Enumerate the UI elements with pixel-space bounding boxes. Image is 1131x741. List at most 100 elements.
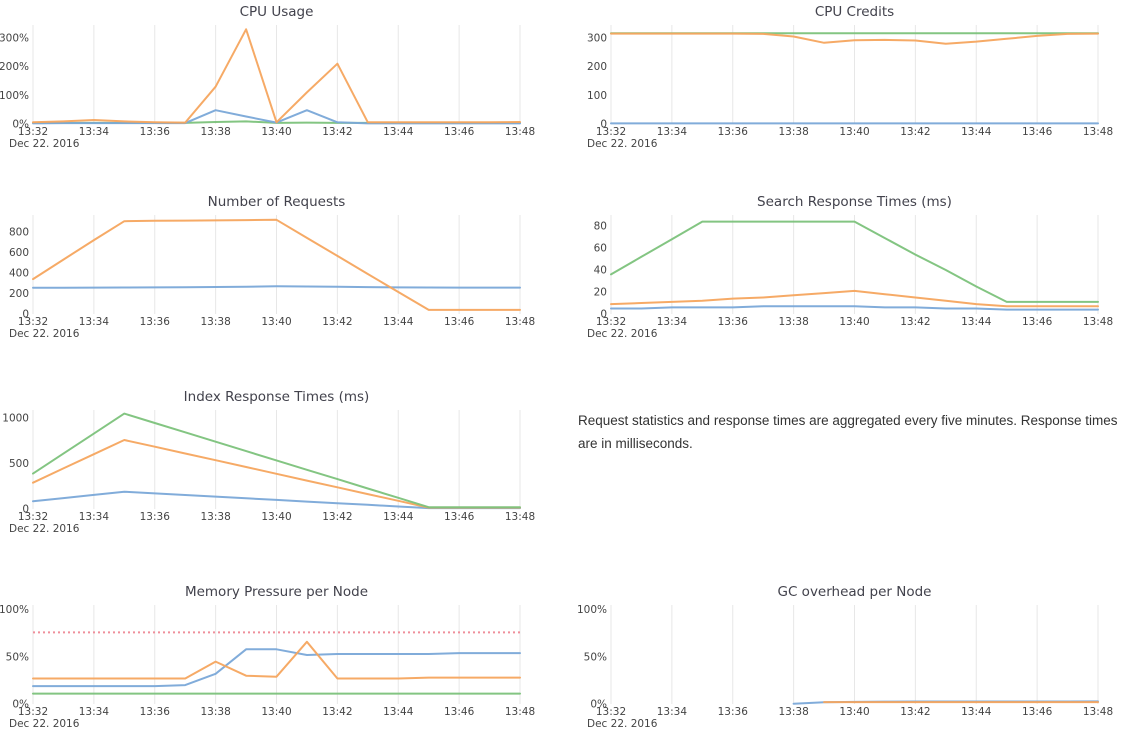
svg-text:13:36: 13:36 bbox=[140, 126, 171, 138]
svg-text:13:48: 13:48 bbox=[1083, 316, 1113, 328]
svg-text:13:40: 13:40 bbox=[261, 126, 291, 138]
number-of-requests-plot-area[interactable]: 13:32 13:34 13:36 13:38 13:40 13:42 13:44 13:46… bbox=[0, 190, 560, 350]
svg-text:13:44: 13:44 bbox=[961, 126, 992, 138]
svg-text:100%: 100% bbox=[0, 604, 29, 616]
svg-text:0: 0 bbox=[600, 309, 607, 321]
svg-text:13:40: 13:40 bbox=[261, 511, 291, 523]
svg-text:13:36: 13:36 bbox=[140, 706, 171, 718]
svg-text:300%: 300% bbox=[0, 32, 29, 44]
svg-text:13:38: 13:38 bbox=[200, 316, 230, 328]
svg-text:800: 800 bbox=[9, 226, 29, 238]
chart-title: Number of Requests bbox=[207, 194, 346, 210]
svg-text:0: 0 bbox=[22, 504, 29, 516]
svg-text:13:46: 13:46 bbox=[1022, 316, 1053, 328]
chart-number-of-requests: Number of Requests 13:32 13:34 13:36 13:38 1… bbox=[0, 190, 560, 350]
svg-text:13:46: 13:46 bbox=[444, 706, 475, 718]
svg-text:0%: 0% bbox=[12, 699, 29, 711]
svg-text:13:42: 13:42 bbox=[900, 126, 930, 138]
svg-text:20: 20 bbox=[594, 287, 607, 299]
svg-text:13:38: 13:38 bbox=[778, 126, 808, 138]
svg-text:600: 600 bbox=[9, 247, 29, 259]
gc-overhead-plot-area[interactable]: 13:32 13:34 13:36 13:38 13:40 13:42 13:44 13:46… bbox=[577, 580, 1131, 740]
svg-text:50%: 50% bbox=[584, 651, 607, 663]
svg-text:13:34: 13:34 bbox=[657, 706, 688, 718]
svg-text:13:34: 13:34 bbox=[79, 706, 110, 718]
svg-text:13:32: 13:32 bbox=[596, 126, 626, 138]
svg-text:1000: 1000 bbox=[2, 413, 29, 425]
svg-text:50%: 50% bbox=[6, 651, 29, 663]
cpu-usage-plot-area[interactable]: 13:32 13:34 13:36 13:38 13:40 13:42 13:44 13:46… bbox=[0, 0, 560, 160]
svg-text:13:48: 13:48 bbox=[505, 316, 535, 328]
x-axis-date-label: Dec 22. 2016 bbox=[9, 328, 80, 340]
svg-text:80: 80 bbox=[594, 221, 607, 233]
svg-text:13:44: 13:44 bbox=[961, 706, 992, 718]
svg-text:13:32: 13:32 bbox=[596, 316, 626, 328]
svg-text:13:48: 13:48 bbox=[1083, 706, 1113, 718]
svg-text:13:40: 13:40 bbox=[261, 316, 291, 328]
svg-text:100: 100 bbox=[587, 90, 607, 102]
svg-text:13:32: 13:32 bbox=[18, 126, 48, 138]
memory-pressure-plot-area[interactable]: 13:32 13:34 13:36 13:38 13:40 13:42 13:44 13:46… bbox=[0, 580, 560, 740]
svg-text:13:44: 13:44 bbox=[383, 511, 414, 523]
svg-text:13:38: 13:38 bbox=[778, 706, 808, 718]
svg-text:0%: 0% bbox=[590, 699, 607, 711]
svg-text:13:40: 13:40 bbox=[839, 316, 869, 328]
svg-text:13:34: 13:34 bbox=[79, 316, 110, 328]
search-response-times-plot-area[interactable]: 13:32 13:34 13:36 13:38 13:40 13:42 13:44 13:46… bbox=[578, 190, 1131, 350]
svg-text:13:42: 13:42 bbox=[322, 126, 352, 138]
svg-text:13:42: 13:42 bbox=[322, 706, 352, 718]
svg-text:100%: 100% bbox=[577, 604, 607, 616]
svg-text:13:36: 13:36 bbox=[140, 316, 171, 328]
chart-title: GC overhead per Node bbox=[777, 584, 932, 600]
svg-text:13:46: 13:46 bbox=[444, 316, 475, 328]
svg-text:0%: 0% bbox=[12, 119, 29, 131]
svg-text:300: 300 bbox=[587, 32, 607, 44]
svg-text:13:34: 13:34 bbox=[79, 126, 110, 138]
svg-text:13:34: 13:34 bbox=[79, 511, 110, 523]
svg-text:13:42: 13:42 bbox=[322, 316, 352, 328]
svg-text:13:48: 13:48 bbox=[505, 706, 535, 718]
svg-text:13:32: 13:32 bbox=[18, 316, 48, 328]
svg-text:400: 400 bbox=[9, 267, 29, 279]
svg-text:13:32: 13:32 bbox=[18, 706, 48, 718]
svg-text:13:42: 13:42 bbox=[900, 316, 930, 328]
svg-text:13:40: 13:40 bbox=[839, 706, 869, 718]
chart-search-response-times: Search Response Times (ms) 13:32 13:34 13:… bbox=[578, 190, 1131, 350]
chart-cpu-usage: CPU Usage 13:32 13:34 13:36 13:38 13:40 13:42… bbox=[0, 0, 560, 160]
chart-cpu-credits: CPU Credits 13:32 13:34 13:36 13:38 13:40 13:… bbox=[578, 0, 1131, 160]
svg-text:13:44: 13:44 bbox=[961, 316, 992, 328]
cpu-credits-plot-area[interactable]: 13:32 13:34 13:36 13:38 13:40 13:42 13:44 13:46… bbox=[578, 0, 1131, 160]
svg-text:0: 0 bbox=[22, 309, 29, 321]
x-axis-date-label: Dec 22. 2016 bbox=[9, 138, 80, 150]
svg-text:13:46: 13:46 bbox=[1022, 126, 1053, 138]
svg-text:0: 0 bbox=[600, 119, 607, 131]
chart-title: Search Response Times (ms) bbox=[757, 194, 952, 210]
x-axis-date-label: Dec 22. 2016 bbox=[9, 523, 80, 535]
svg-text:13:38: 13:38 bbox=[778, 316, 808, 328]
svg-text:13:38: 13:38 bbox=[200, 511, 230, 523]
svg-text:13:46: 13:46 bbox=[444, 126, 475, 138]
chart-gc-overhead-per-node: GC overhead per Node 13:32 13:34 13:36 13:3… bbox=[577, 580, 1131, 740]
svg-text:13:46: 13:46 bbox=[1022, 706, 1053, 718]
svg-text:13:36: 13:36 bbox=[718, 706, 749, 718]
chart-memory-pressure-per-node: Memory Pressure per Node 13:32 13:34 13:36… bbox=[0, 580, 560, 740]
svg-text:13:40: 13:40 bbox=[839, 126, 869, 138]
svg-text:13:48: 13:48 bbox=[1083, 126, 1113, 138]
chart-title: CPU Credits bbox=[814, 4, 895, 20]
svg-text:60: 60 bbox=[594, 243, 607, 255]
chart-title: Index Response Times (ms) bbox=[183, 389, 370, 405]
svg-text:100%: 100% bbox=[0, 90, 29, 102]
aggregation-note: Request statistics and response times ar… bbox=[578, 413, 1118, 451]
chart-index-response-times: Index Response Times (ms) 13:32 13:34 13:3… bbox=[0, 385, 560, 545]
svg-text:13:46: 13:46 bbox=[444, 511, 475, 523]
svg-text:13:42: 13:42 bbox=[900, 706, 930, 718]
svg-text:13:32: 13:32 bbox=[596, 706, 626, 718]
svg-text:13:44: 13:44 bbox=[383, 706, 414, 718]
svg-text:13:40: 13:40 bbox=[261, 706, 291, 718]
x-axis-date-label: Dec 22. 2016 bbox=[587, 718, 658, 730]
chart-title: CPU Usage bbox=[239, 4, 314, 20]
svg-text:13:38: 13:38 bbox=[200, 706, 230, 718]
x-axis-date-label: Dec 22. 2016 bbox=[9, 718, 80, 730]
index-response-times-plot-area[interactable]: 13:32 13:34 13:36 13:38 13:40 13:42 13:44 13:46… bbox=[0, 385, 560, 545]
